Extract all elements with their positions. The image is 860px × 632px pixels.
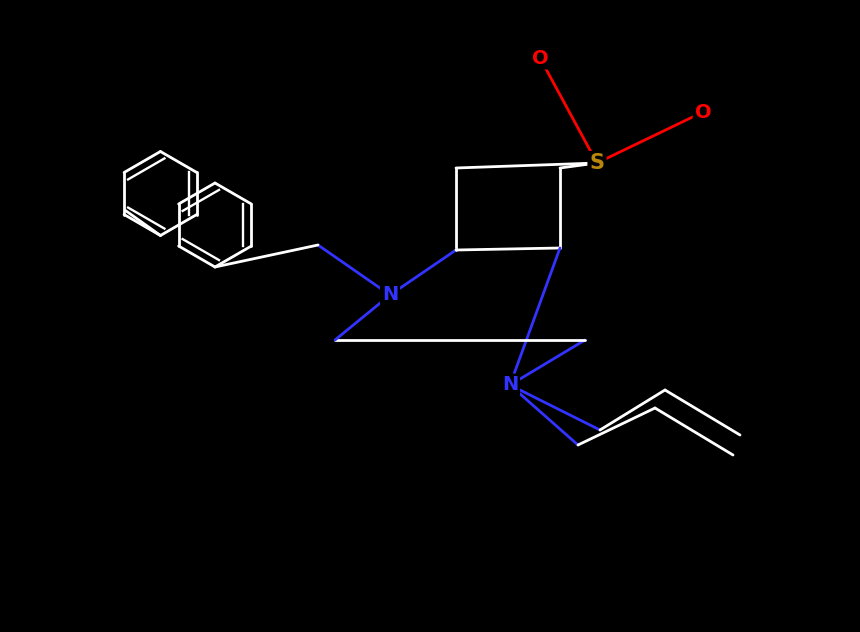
- Text: O: O: [695, 102, 711, 121]
- Text: S: S: [589, 153, 605, 173]
- Text: O: O: [531, 49, 549, 68]
- Text: N: N: [502, 375, 518, 394]
- Text: N: N: [382, 286, 398, 305]
